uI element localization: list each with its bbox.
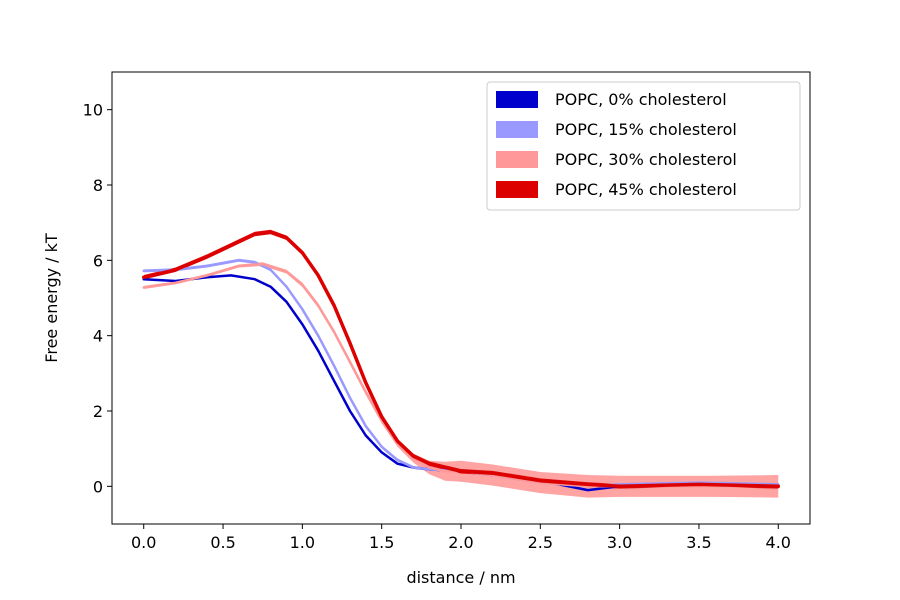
legend-swatch-popc-45-cholesterol bbox=[496, 181, 538, 198]
x-tick-label: 2.5 bbox=[528, 533, 553, 552]
y-tick-label: 4 bbox=[93, 327, 103, 346]
x-tick-label: 1.0 bbox=[290, 533, 315, 552]
legend-swatch-popc-0-cholesterol bbox=[496, 91, 538, 108]
x-tick-label: 4.0 bbox=[766, 533, 791, 552]
y-tick-label: 0 bbox=[93, 477, 103, 496]
legend-swatch-popc-15-cholesterol bbox=[496, 121, 538, 138]
y-tick-label: 2 bbox=[93, 402, 103, 421]
y-tick-label: 8 bbox=[93, 176, 103, 195]
legend-label-popc-0-cholesterol: POPC, 0% cholesterol bbox=[555, 90, 727, 109]
legend-swatch-popc-30-cholesterol bbox=[496, 151, 538, 168]
x-tick-label: 2.0 bbox=[448, 533, 473, 552]
y-axis-ticks: 0 2 4 6 8 10 bbox=[83, 101, 112, 496]
legend-label-popc-45-cholesterol: POPC, 45% cholesterol bbox=[555, 180, 737, 199]
legend-label-popc-30-cholesterol: POPC, 30% cholesterol bbox=[555, 150, 737, 169]
legend: POPC, 0% cholesterol POPC, 15% cholestero… bbox=[486, 81, 801, 211]
x-tick-label: 0.5 bbox=[210, 533, 235, 552]
x-axis-label: distance / nm bbox=[406, 568, 515, 587]
series-lines bbox=[141, 230, 781, 492]
series-line-popc-45-cholesterol bbox=[141, 230, 781, 489]
legend-label-popc-15-cholesterol: POPC, 15% cholesterol bbox=[555, 120, 737, 139]
x-tick-label: 0.0 bbox=[131, 533, 156, 552]
y-tick-label: 10 bbox=[83, 101, 103, 120]
x-tick-label: 3.0 bbox=[607, 533, 632, 552]
x-axis-ticks: 0.0 0.5 1.0 1.5 2.0 2.5 3.0 3.5 4.0 bbox=[131, 524, 791, 552]
x-tick-label: 1.5 bbox=[369, 533, 394, 552]
y-axis-label: Free energy / kT bbox=[42, 233, 61, 363]
legend-box bbox=[486, 81, 801, 211]
y-tick-label: 6 bbox=[93, 251, 103, 270]
x-tick-label: 3.5 bbox=[686, 533, 711, 552]
